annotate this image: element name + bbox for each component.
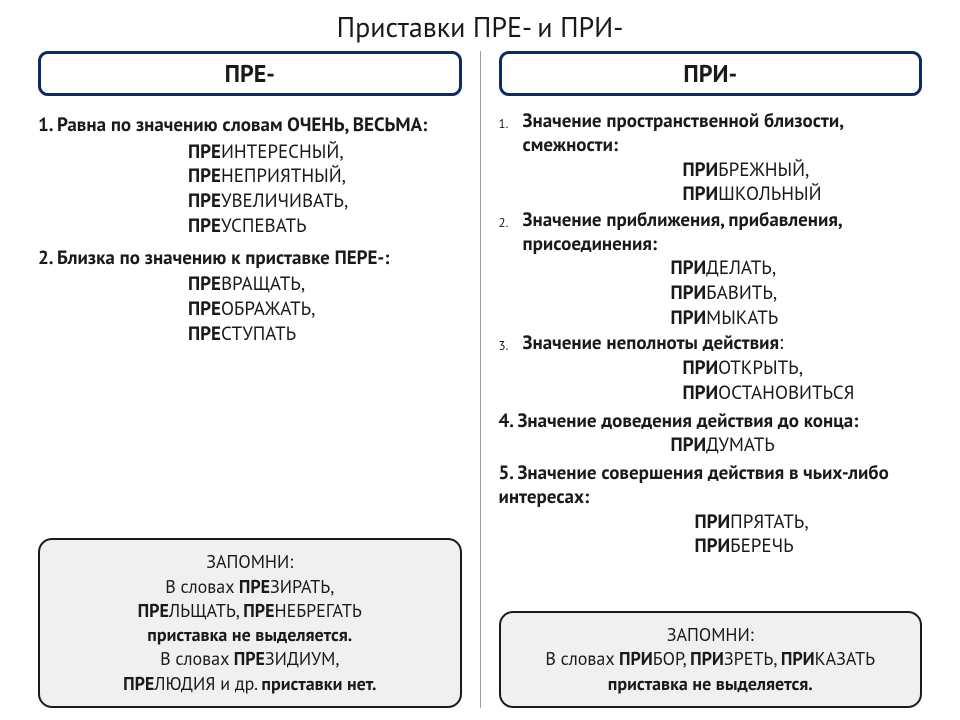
right-rule-item: Значение неполноты действия:ПРИОТКРЫТЬ,П… <box>499 332 923 405</box>
example-group: ПРИБРЕЖНЫЙ,ПРИШКОЛЬНЫЙ <box>683 158 923 207</box>
right-column: ПРИ- Значение пространственной близости,… <box>481 51 933 708</box>
example-word: ПРЕНЕПРИЯТНЫЙ, <box>188 164 462 189</box>
example-group: ПРИДЕЛАТЬ,ПРИБАВИТЬ,ПРИМЫКАТЬ <box>671 256 923 330</box>
example-word: ПРИОСТАНОВИТЬСЯ <box>683 381 923 406</box>
example-word: ПРИДУМАТЬ <box>671 433 923 458</box>
note-line: В словах ПРЕЗИРАТЬ, <box>52 575 448 599</box>
note-line: В словах ПРИБОР, ПРИЗРЕТЬ, ПРИКАЗАТЬ <box>513 647 909 671</box>
right-header: ПРИ- <box>499 51 923 96</box>
example-group: ПРИОТКРЫТЬ,ПРИОСТАНОВИТЬСЯ <box>683 356 923 405</box>
example-word: ПРЕСТУПАТЬ <box>188 322 462 347</box>
left-rule-1-examples: ПРЕИНТЕРЕСНЫЙ,ПРЕНЕПРИЯТНЫЙ,ПРЕУВЕЛИЧИВА… <box>188 140 462 239</box>
right-rule-4: 4. Значение доведения действия до конца: <box>499 410 923 434</box>
note-line: ПРЕЛЮДИЯ и др. приставки нет. <box>52 672 448 696</box>
note-line: ПРЕЛЬЩАТЬ, ПРЕНЕБРЕГАТЬ <box>52 599 448 623</box>
example-word: ПРЕУСПЕВАТЬ <box>188 214 462 239</box>
note-line: приставка не выделяется. <box>52 623 448 647</box>
left-header: ПРЕ- <box>38 51 462 96</box>
example-word: ПРЕИНТЕРЕСНЫЙ, <box>188 140 462 165</box>
example-word: ПРИБРЕЖНЫЙ, <box>683 158 923 183</box>
left-rule-2: 2. Близка по значению к приставке ПЕРЕ-: <box>38 247 462 271</box>
example-word: ПРИПРЯТАТЬ, <box>695 510 923 535</box>
example-word: ПРЕОБРАЖАТЬ, <box>188 297 462 322</box>
example-word: ПРИБАВИТЬ, <box>671 281 923 306</box>
left-rule-1: 1. Равна по значению словам ОЧЕНЬ, ВЕСЬМ… <box>38 114 462 138</box>
right-rule-4-examples: ПРИДУМАТЬ <box>671 433 923 458</box>
example-word: ПРИОТКРЫТЬ, <box>683 356 923 381</box>
note-line: ЗАПОМНИ: <box>52 550 448 574</box>
note-line: приставка не выделяется. <box>513 672 909 696</box>
left-column: ПРЕ- 1. Равна по значению словам ОЧЕНЬ, … <box>28 51 481 708</box>
right-note-box: ЗАПОМНИ: В словах ПРИБОР, ПРИЗРЕТЬ, ПРИК… <box>499 611 923 708</box>
example-word: ПРЕУВЕЛИЧИВАТЬ, <box>188 189 462 214</box>
right-rule-5-examples: ПРИПРЯТАТЬ,ПРИБЕРЕЧЬ <box>695 510 923 559</box>
right-rule-item: Значение приближения, прибавления, присо… <box>499 209 923 331</box>
example-word: ПРИМЫКАТЬ <box>671 306 923 331</box>
left-rule-2-examples: ПРЕВРАЩАТЬ,ПРЕОБРАЖАТЬ,ПРЕСТУПАТЬ <box>188 272 462 346</box>
right-rules-list: Значение пространственной близости, смеж… <box>499 110 923 408</box>
page-title: Приставки ПРЕ- и ПРИ- <box>28 8 932 45</box>
columns-container: ПРЕ- 1. Равна по значению словам ОЧЕНЬ, … <box>28 51 932 708</box>
example-word: ПРИШКОЛЬНЫЙ <box>683 182 923 207</box>
note-line: ЗАПОМНИ: <box>513 623 909 647</box>
note-line: В словах ПРЕЗИДИУМ, <box>52 647 448 671</box>
example-word: ПРИДЕЛАТЬ, <box>671 256 923 281</box>
example-word: ПРИБЕРЕЧЬ <box>695 534 923 559</box>
right-rule-item: Значение пространственной близости, смеж… <box>499 110 923 207</box>
right-rule-5: 5. Значение совершения действия в чьих-л… <box>499 462 923 510</box>
example-word: ПРЕВРАЩАТЬ, <box>188 272 462 297</box>
left-note-box: ЗАПОМНИ: В словах ПРЕЗИРАТЬ, ПРЕЛЬЩАТЬ, … <box>38 538 462 708</box>
